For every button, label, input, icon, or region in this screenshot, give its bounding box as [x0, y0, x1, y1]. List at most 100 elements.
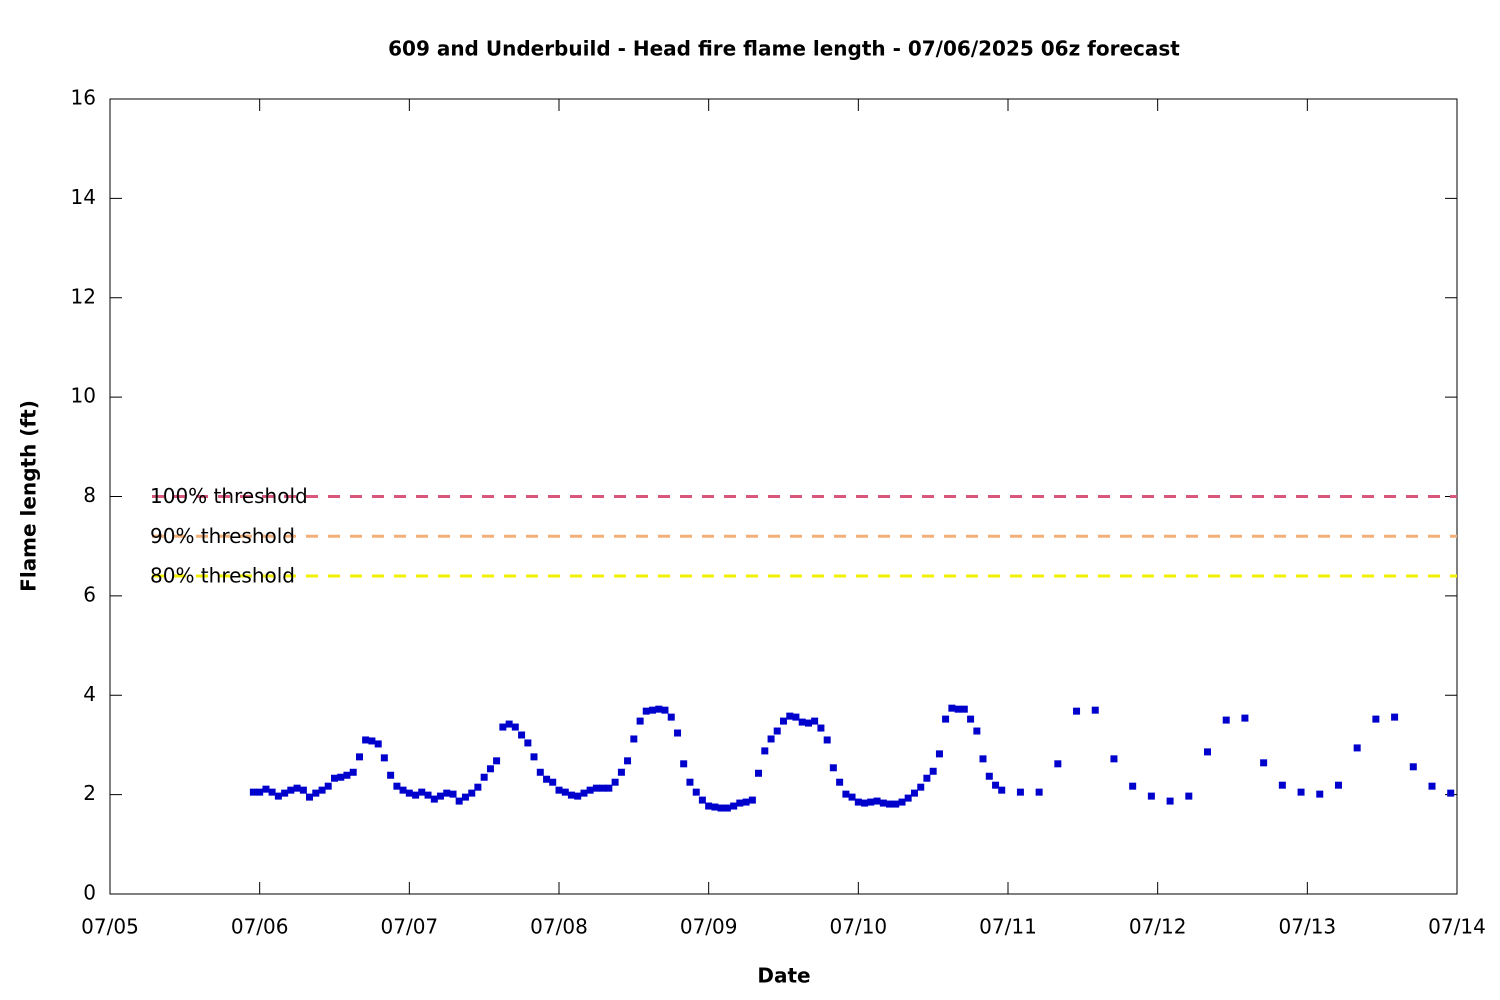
data-point: [1278, 781, 1286, 789]
data-point: [511, 723, 519, 731]
data-point: [455, 797, 463, 805]
data-point: [867, 798, 875, 806]
x-tick-label: 07/14: [1428, 915, 1486, 939]
data-point: [1222, 716, 1230, 724]
data-point: [674, 729, 682, 737]
data-point: [767, 735, 775, 743]
data-point: [293, 784, 301, 792]
data-point: [755, 769, 763, 777]
data-point: [979, 755, 987, 763]
data-point: [1073, 707, 1081, 715]
legend-label: 90% threshold: [150, 524, 295, 548]
data-point: [287, 786, 295, 794]
data-point: [349, 768, 357, 776]
data-point: [667, 713, 675, 721]
data-point: [412, 791, 420, 799]
data-point: [1035, 788, 1043, 796]
data-point: [705, 802, 713, 810]
y-tick-label: 4: [83, 682, 96, 706]
data-point: [836, 778, 844, 786]
data-point: [655, 705, 663, 713]
data-point: [786, 712, 794, 720]
data-point: [879, 799, 887, 807]
data-point: [992, 781, 1000, 789]
data-point: [549, 778, 557, 786]
data-point: [698, 796, 706, 804]
data-point: [505, 720, 513, 728]
data-point: [368, 737, 376, 745]
data-point: [374, 740, 382, 748]
data-point: [1353, 744, 1361, 752]
data-point: [474, 783, 482, 791]
data-point: [443, 789, 451, 797]
data-point: [1334, 781, 1342, 789]
data-point: [885, 800, 893, 808]
chart-title: 609 and Underbuild - Head fire flame len…: [388, 37, 1180, 61]
data-point: [642, 707, 650, 715]
data-point: [468, 789, 476, 797]
legend-label: 100% threshold: [150, 484, 308, 508]
data-point: [256, 788, 264, 796]
x-tick-label: 07/05: [81, 915, 139, 939]
data-point: [1166, 797, 1174, 805]
y-tick-label: 2: [83, 781, 96, 805]
data-point: [605, 784, 613, 792]
data-point: [555, 786, 563, 794]
data-point: [543, 775, 551, 783]
data-point: [524, 739, 532, 747]
data-point: [324, 782, 332, 790]
data-point: [586, 786, 594, 794]
data-point: [798, 718, 806, 726]
data-point: [817, 724, 825, 732]
data-point: [486, 765, 494, 773]
data-point: [362, 736, 370, 744]
data-point: [892, 800, 900, 808]
data-point: [530, 753, 538, 761]
data-point: [1091, 706, 1099, 714]
data-point: [592, 784, 600, 792]
x-tick-label: 07/07: [381, 915, 439, 939]
data-point: [854, 798, 862, 806]
data-point: [636, 717, 644, 725]
data-point: [935, 750, 943, 758]
data-point: [355, 753, 363, 761]
data-point: [561, 788, 569, 796]
data-point: [848, 793, 856, 801]
data-point: [761, 747, 769, 755]
data-point: [829, 764, 837, 772]
data-point: [567, 791, 575, 799]
data-point: [717, 804, 725, 812]
data-point: [904, 794, 912, 802]
data-point: [380, 754, 388, 762]
x-tick-label: 07/12: [1129, 915, 1187, 939]
data-point: [461, 793, 469, 801]
y-tick-label: 8: [83, 483, 96, 507]
x-tick-label: 07/06: [231, 915, 289, 939]
data-point: [960, 705, 968, 713]
x-tick-label: 07/11: [979, 915, 1037, 939]
y-tick-label: 0: [83, 881, 96, 905]
data-point: [574, 792, 582, 800]
x-tick-label: 07/13: [1279, 915, 1337, 939]
data-point: [1409, 763, 1417, 771]
data-point: [449, 790, 457, 798]
data-point: [873, 797, 881, 805]
data-point: [518, 731, 526, 739]
y-tick-label: 12: [71, 284, 96, 308]
data-point: [686, 778, 694, 786]
data-point: [929, 767, 937, 775]
data-point: [861, 799, 869, 807]
data-point: [318, 786, 326, 794]
data-point: [499, 723, 507, 731]
data-point: [1147, 792, 1155, 800]
data-point: [343, 771, 351, 779]
y-tick-label: 6: [83, 582, 96, 606]
x-axis-label: Date: [757, 964, 810, 988]
data-point: [792, 713, 800, 721]
data-point: [399, 786, 407, 794]
data-point: [430, 795, 438, 803]
data-point: [1110, 755, 1118, 763]
data-point: [331, 774, 338, 782]
data-point: [748, 796, 756, 804]
